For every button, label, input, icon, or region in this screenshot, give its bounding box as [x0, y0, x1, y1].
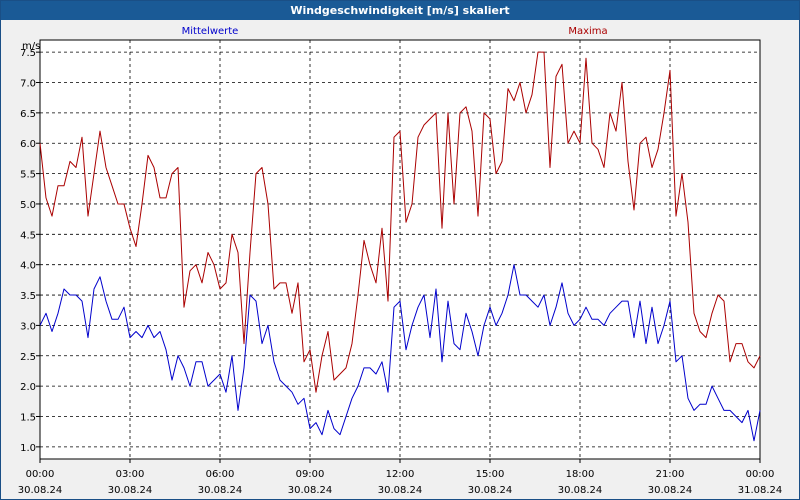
- y-tick-label: 7.5: [20, 48, 36, 59]
- y-tick-label: 2.5: [20, 352, 36, 363]
- x-tick-date-label: 30.08.24: [648, 485, 693, 496]
- series-line-maxima: [39, 51, 761, 393]
- x-tick-time-label: 21:00: [656, 469, 685, 480]
- y-tick-label: 7.0: [20, 79, 36, 90]
- x-tick-date-label: 30.08.24: [378, 485, 423, 496]
- y-tick-label: 2.0: [20, 382, 36, 393]
- x-tick-time-label: 00:00: [746, 469, 775, 480]
- y-tick-label: 4.5: [20, 230, 36, 241]
- x-tick-date-label: 30.08.24: [18, 485, 63, 496]
- x-tick-time-label: 12:00: [386, 469, 415, 480]
- y-tick-label: 1.0: [20, 443, 36, 454]
- y-tick-label: 1.5: [20, 412, 36, 423]
- legend-mittelwerte: Mittelwerte: [182, 26, 239, 37]
- x-tick-date-label: 30.08.24: [468, 485, 513, 496]
- x-tick-time-label: 00:00: [26, 469, 55, 480]
- x-tick-time-label: 15:00: [476, 469, 505, 480]
- x-tick-time-label: 18:00: [566, 469, 595, 480]
- y-tick-label: 6.0: [20, 139, 36, 150]
- window-title: Windgeschwindigkeit [m/s] skaliert: [1, 1, 799, 20]
- x-tick-time-label: 09:00: [296, 469, 325, 480]
- series-layer: [39, 51, 761, 442]
- x-tick-date-label: 30.08.24: [198, 485, 243, 496]
- legend-maxima: Maxima: [568, 26, 607, 37]
- x-tick-date-label: 30.08.24: [108, 485, 153, 496]
- x-tick-date-label: 30.08.24: [288, 485, 333, 496]
- axes: 1.0 1.5 2.0 2.5 3.0 3.5 4.0 4.5 5.0 5.5 6.0 6.5 7.0 7…: [18, 48, 783, 496]
- y-tick-label: 6.5: [20, 109, 36, 120]
- y-tick-label: 5.5: [20, 170, 36, 181]
- y-tick-label: 3.0: [20, 321, 36, 332]
- x-tick-date-label: 30.08.24: [558, 485, 603, 496]
- series-line-mittelwerte: [39, 264, 761, 442]
- y-axis-unit-label: m/s: [22, 41, 40, 52]
- y-tick-label: 4.0: [20, 261, 36, 272]
- x-tick-time-label: 03:00: [116, 469, 145, 480]
- x-tick-date-label: 31.08.24: [738, 485, 783, 496]
- y-tick-label: 3.5: [20, 291, 36, 302]
- x-tick-time-label: 06:00: [206, 469, 235, 480]
- y-tick-label: 5.0: [20, 200, 36, 211]
